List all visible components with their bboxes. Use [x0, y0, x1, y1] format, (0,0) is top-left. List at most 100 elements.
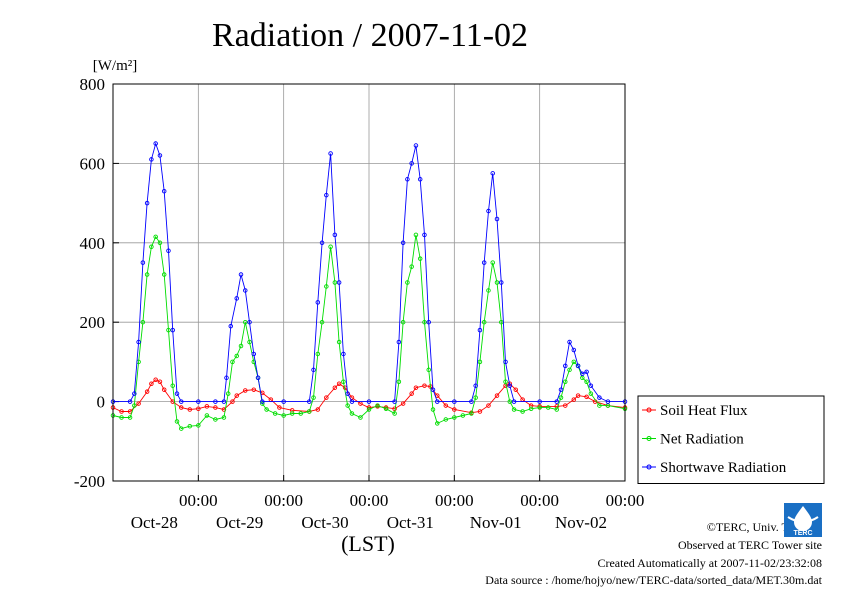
data-point: [136, 339, 141, 345]
x-tick-date-label: Oct-31: [387, 513, 434, 532]
x-tick-date-label: Oct-28: [131, 513, 178, 532]
data-point: [187, 423, 193, 429]
data-point: [481, 260, 487, 265]
data-point: [311, 395, 316, 400]
data-point: [443, 417, 449, 422]
series-soil-heat-flux: [110, 377, 628, 415]
data-point: [161, 188, 167, 194]
y-tick-label: 400: [80, 234, 106, 253]
data-point: [490, 171, 495, 176]
data-point: [179, 399, 184, 404]
data-point: [452, 399, 457, 404]
data-point: [503, 379, 508, 385]
data-point: [511, 407, 517, 412]
data-point: [157, 379, 163, 385]
data-point: [477, 409, 483, 414]
data-point: [554, 407, 559, 412]
data-point: [157, 240, 163, 246]
data-point: [520, 409, 525, 414]
data-point: [243, 388, 248, 393]
data-point: [213, 417, 218, 422]
data-point: [396, 339, 402, 345]
legend-box: [637, 395, 825, 484]
data-point: [179, 405, 184, 410]
data-point: [443, 403, 449, 408]
data-point: [243, 319, 248, 325]
data-point: [575, 393, 581, 398]
data-point: [558, 395, 564, 400]
data-point: [477, 359, 483, 365]
x-tick-time-label: 00:00: [435, 491, 474, 510]
data-point: [503, 359, 508, 365]
data-point: [149, 244, 154, 250]
data-point: [452, 407, 457, 412]
x-axis-label: (LST): [341, 531, 395, 556]
data-point: [413, 143, 419, 148]
data-point: [251, 351, 257, 357]
data-point: [230, 399, 235, 404]
data-point: [170, 383, 175, 388]
data-point: [584, 369, 589, 375]
data-point: [289, 411, 295, 416]
data-point: [571, 347, 577, 353]
data-point: [571, 359, 577, 365]
data-point: [127, 399, 133, 404]
data-point: [513, 387, 519, 392]
data-point: [430, 407, 436, 412]
terc-logo-icon: TERC: [784, 503, 822, 537]
data-point: [204, 404, 210, 409]
legend-label: Soil Heat Flux: [660, 403, 748, 419]
data-point: [507, 399, 513, 404]
data-point: [563, 403, 568, 408]
data-point: [144, 272, 150, 277]
data-point: [319, 240, 325, 246]
data-point: [311, 367, 316, 373]
data-point: [153, 141, 158, 146]
data-point: [228, 323, 234, 329]
data-point: [161, 387, 167, 392]
x-tick-date-label: Oct-30: [301, 513, 348, 532]
data-point: [179, 426, 184, 431]
data-point: [174, 419, 180, 424]
data-point: [345, 403, 350, 408]
data-point: [221, 399, 227, 404]
data-point: [486, 403, 491, 408]
data-point: [400, 319, 406, 325]
data-point: [405, 280, 410, 285]
data-point: [277, 405, 282, 410]
data-point: [426, 319, 431, 325]
data-point: [127, 415, 133, 420]
x-tick-date-label: Nov-01: [470, 513, 522, 532]
data-point: [507, 383, 513, 388]
data-point: [405, 177, 410, 182]
data-point: [213, 399, 218, 404]
data-point: [563, 363, 568, 369]
x-tick-time-label: 00:00: [264, 491, 303, 510]
data-point: [140, 260, 146, 265]
y-tick-label: 800: [80, 75, 106, 94]
data-point: [328, 151, 333, 156]
data-point: [153, 234, 158, 240]
data-point: [545, 405, 551, 410]
data-point: [358, 415, 363, 420]
data-point: [349, 399, 355, 404]
legend-swatch-marker: [646, 436, 652, 441]
series-shortwave-radiation: [110, 141, 628, 404]
data-point: [204, 413, 210, 418]
y-tick-label: 200: [80, 313, 106, 332]
data-point: [575, 363, 581, 369]
data-point: [499, 280, 504, 285]
data-point: [597, 395, 602, 400]
data-point: [409, 264, 414, 269]
data-point: [460, 413, 466, 418]
data-point: [281, 413, 286, 418]
data-point: [473, 383, 478, 388]
svg-text:TERC: TERC: [793, 530, 812, 537]
data-point: [477, 327, 483, 333]
data-point: [332, 280, 338, 285]
data-point: [149, 157, 154, 162]
x-tick-time-label: 00:00: [350, 491, 389, 510]
data-point: [341, 351, 346, 357]
data-point: [119, 409, 124, 414]
data-point: [281, 399, 286, 404]
